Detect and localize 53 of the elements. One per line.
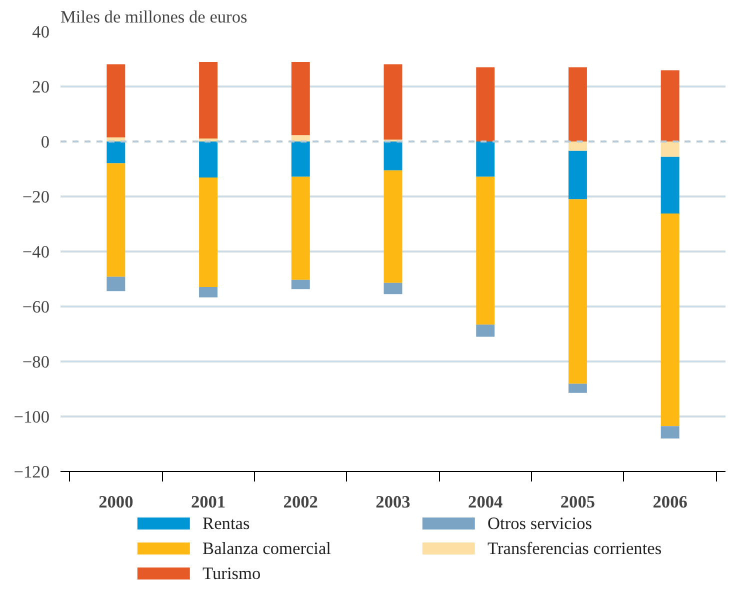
bar [291,142,310,177]
x-tick-label: 2005 [560,492,596,512]
bar [476,176,495,325]
legend-label: Balanza comercial [202,539,332,558]
legend-label: Rentas [202,514,250,533]
y-tick-label: −120 [14,462,50,482]
bar [568,150,587,200]
legend-label: Otros servicios [488,514,592,533]
x-tick-label: 2000 [98,492,134,512]
legend-label: Transferencias corrientes [488,539,662,558]
y-tick-label: −60 [22,298,50,316]
bar [568,67,587,142]
bar [106,64,126,138]
y-tick-label: −20 [22,188,50,206]
y-tick-label: −80 [22,352,50,372]
bar [106,163,126,277]
bar [660,156,680,214]
bar [476,324,495,337]
y-tick-label: −40 [22,242,50,262]
x-tick-label: 2002 [283,492,318,512]
bar [476,67,495,142]
bar [291,176,310,280]
bar [106,276,126,292]
bar [106,142,126,164]
bar [568,384,587,393]
bar [199,62,218,138]
y-tick-label: 0 [40,132,50,152]
x-tick-label: 2006 [652,492,688,512]
bar [199,142,218,178]
bar [199,178,218,287]
bar [568,142,587,151]
bar [384,142,402,170]
bar [384,64,402,140]
y-axis-title: Miles de millones de euros [60,8,248,26]
bar [291,280,310,290]
bar [660,426,680,438]
x-tick-label: 2003 [376,492,411,512]
bar [660,142,680,157]
bar [384,170,402,283]
x-tick-label: 2004 [468,492,504,512]
x-tick-label: 2001 [190,492,226,512]
bar [660,70,680,142]
bar [476,142,495,177]
bar [384,282,402,294]
y-tick-label: 40 [32,22,50,42]
legend-label: Turismo [202,564,261,583]
bar [568,199,587,384]
y-tick-label: 20 [32,78,50,96]
bar [291,62,310,136]
bar [291,135,310,142]
bar [660,214,680,426]
bar [199,286,218,298]
y-tick-label: −100 [14,408,50,426]
